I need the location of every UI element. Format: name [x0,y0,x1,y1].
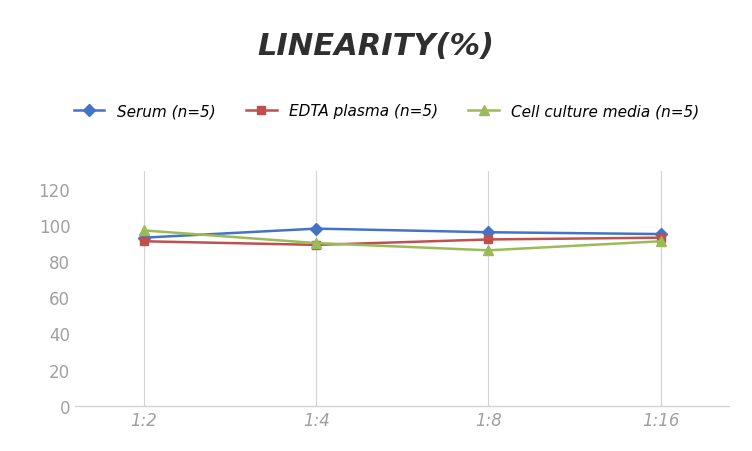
Serum (n=5) [140,235,149,241]
EDTA plasma (n=5) [656,235,665,241]
Cell culture media (n=5) [312,241,321,246]
Cell culture media (n=5) [484,248,493,253]
Line: EDTA plasma (n=5): EDTA plasma (n=5) [140,234,665,249]
EDTA plasma (n=5) [312,243,321,248]
EDTA plasma (n=5) [140,239,149,244]
Serum (n=5) [656,232,665,237]
Text: LINEARITY(%): LINEARITY(%) [257,32,495,60]
Serum (n=5) [312,226,321,232]
Cell culture media (n=5) [140,228,149,234]
Legend: Serum (n=5), EDTA plasma (n=5), Cell culture media (n=5): Serum (n=5), EDTA plasma (n=5), Cell cul… [68,98,705,125]
EDTA plasma (n=5) [484,237,493,243]
Line: Cell culture media (n=5): Cell culture media (n=5) [139,226,666,256]
Cell culture media (n=5) [656,239,665,244]
Serum (n=5) [484,230,493,235]
Line: Serum (n=5): Serum (n=5) [140,225,665,242]
